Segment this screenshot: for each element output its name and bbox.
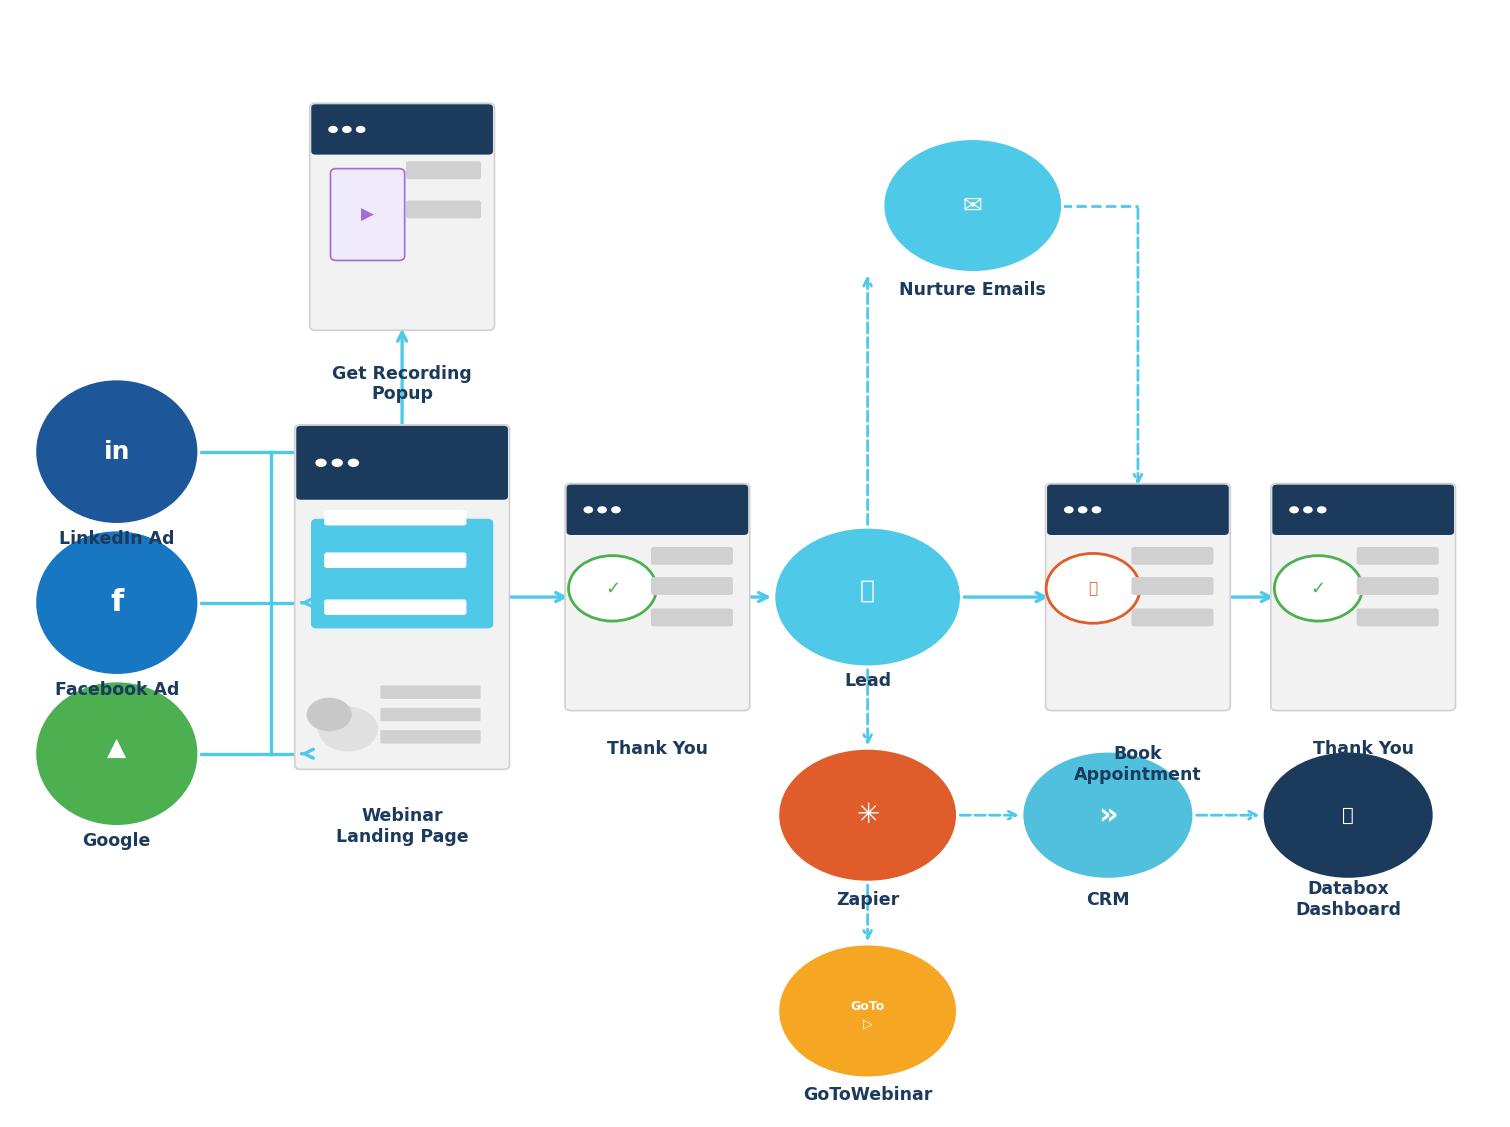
- FancyBboxPatch shape: [311, 518, 494, 629]
- Bar: [300, 470, 503, 496]
- FancyBboxPatch shape: [406, 161, 482, 179]
- Text: ✓: ✓: [606, 579, 621, 597]
- FancyBboxPatch shape: [381, 685, 480, 699]
- FancyBboxPatch shape: [1045, 483, 1231, 711]
- Circle shape: [347, 459, 359, 467]
- Circle shape: [1274, 556, 1362, 621]
- Circle shape: [332, 459, 343, 467]
- Circle shape: [1046, 553, 1140, 623]
- Bar: [571, 514, 744, 532]
- Text: Google: Google: [83, 832, 151, 850]
- FancyBboxPatch shape: [651, 547, 732, 565]
- Bar: [316, 134, 488, 151]
- Text: GoTo: GoTo: [850, 1000, 885, 1013]
- Circle shape: [569, 556, 657, 621]
- FancyBboxPatch shape: [565, 483, 750, 711]
- FancyBboxPatch shape: [1271, 483, 1456, 711]
- Circle shape: [319, 707, 378, 752]
- Text: 👤: 👤: [861, 578, 876, 602]
- Circle shape: [356, 126, 365, 133]
- FancyBboxPatch shape: [566, 485, 749, 535]
- Circle shape: [778, 944, 957, 1077]
- Text: 📊: 📊: [1342, 806, 1354, 825]
- Text: GoToWebinar: GoToWebinar: [803, 1086, 932, 1104]
- Text: ✓: ✓: [1311, 579, 1326, 597]
- Circle shape: [1262, 752, 1434, 879]
- Circle shape: [307, 698, 352, 731]
- FancyBboxPatch shape: [1046, 485, 1229, 535]
- Ellipse shape: [35, 530, 199, 675]
- Text: in: in: [104, 440, 130, 463]
- Circle shape: [1290, 506, 1299, 514]
- Text: Thank You: Thank You: [607, 739, 708, 757]
- FancyBboxPatch shape: [1131, 609, 1214, 627]
- Ellipse shape: [35, 681, 199, 826]
- FancyBboxPatch shape: [651, 609, 732, 627]
- FancyBboxPatch shape: [325, 552, 467, 568]
- Circle shape: [1092, 506, 1101, 514]
- Text: ▲: ▲: [107, 736, 127, 760]
- FancyBboxPatch shape: [1131, 577, 1214, 595]
- Text: ▷: ▷: [862, 1018, 873, 1031]
- Text: Databox
Dashboard: Databox Dashboard: [1296, 880, 1401, 919]
- Text: ✳: ✳: [856, 801, 879, 829]
- FancyBboxPatch shape: [294, 425, 509, 770]
- Bar: [1277, 514, 1450, 532]
- FancyBboxPatch shape: [331, 169, 405, 260]
- Circle shape: [612, 506, 621, 514]
- Text: »: »: [1098, 800, 1117, 829]
- Circle shape: [883, 139, 1063, 273]
- Circle shape: [778, 748, 957, 882]
- Circle shape: [1317, 506, 1327, 514]
- Ellipse shape: [35, 379, 199, 524]
- FancyBboxPatch shape: [381, 730, 480, 744]
- Circle shape: [341, 126, 352, 133]
- Text: Zapier: Zapier: [837, 890, 900, 908]
- Text: CRM: CRM: [1086, 890, 1129, 908]
- FancyBboxPatch shape: [325, 509, 467, 525]
- Text: 📅: 📅: [1089, 580, 1098, 596]
- Circle shape: [598, 506, 607, 514]
- FancyBboxPatch shape: [406, 201, 482, 219]
- FancyBboxPatch shape: [310, 104, 494, 330]
- Circle shape: [328, 126, 338, 133]
- Text: Thank You: Thank You: [1312, 739, 1413, 757]
- Text: Lead: Lead: [844, 673, 891, 691]
- Text: Book
Appointment: Book Appointment: [1074, 745, 1202, 783]
- Circle shape: [1022, 752, 1194, 879]
- Bar: [1051, 514, 1225, 532]
- FancyBboxPatch shape: [1273, 485, 1454, 535]
- Text: Get Recording
Popup: Get Recording Popup: [332, 364, 473, 403]
- Circle shape: [583, 506, 593, 514]
- FancyBboxPatch shape: [1356, 609, 1439, 627]
- Circle shape: [316, 459, 326, 467]
- Text: Nurture Emails: Nurture Emails: [900, 281, 1046, 299]
- Text: ▶: ▶: [361, 205, 374, 223]
- Circle shape: [775, 527, 962, 667]
- FancyBboxPatch shape: [651, 577, 732, 595]
- Text: Webinar
Landing Page: Webinar Landing Page: [335, 807, 468, 845]
- Text: f: f: [110, 588, 124, 618]
- Text: LinkedIn Ad: LinkedIn Ad: [59, 530, 175, 548]
- Text: Facebook Ad: Facebook Ad: [54, 681, 180, 699]
- FancyBboxPatch shape: [381, 708, 480, 721]
- Circle shape: [1078, 506, 1087, 514]
- Circle shape: [1303, 506, 1312, 514]
- FancyBboxPatch shape: [1131, 547, 1214, 565]
- FancyBboxPatch shape: [296, 426, 507, 499]
- FancyBboxPatch shape: [1356, 547, 1439, 565]
- FancyBboxPatch shape: [325, 600, 467, 615]
- Text: ✉: ✉: [963, 194, 983, 218]
- FancyBboxPatch shape: [1356, 577, 1439, 595]
- Circle shape: [1065, 506, 1074, 514]
- FancyBboxPatch shape: [311, 105, 492, 154]
